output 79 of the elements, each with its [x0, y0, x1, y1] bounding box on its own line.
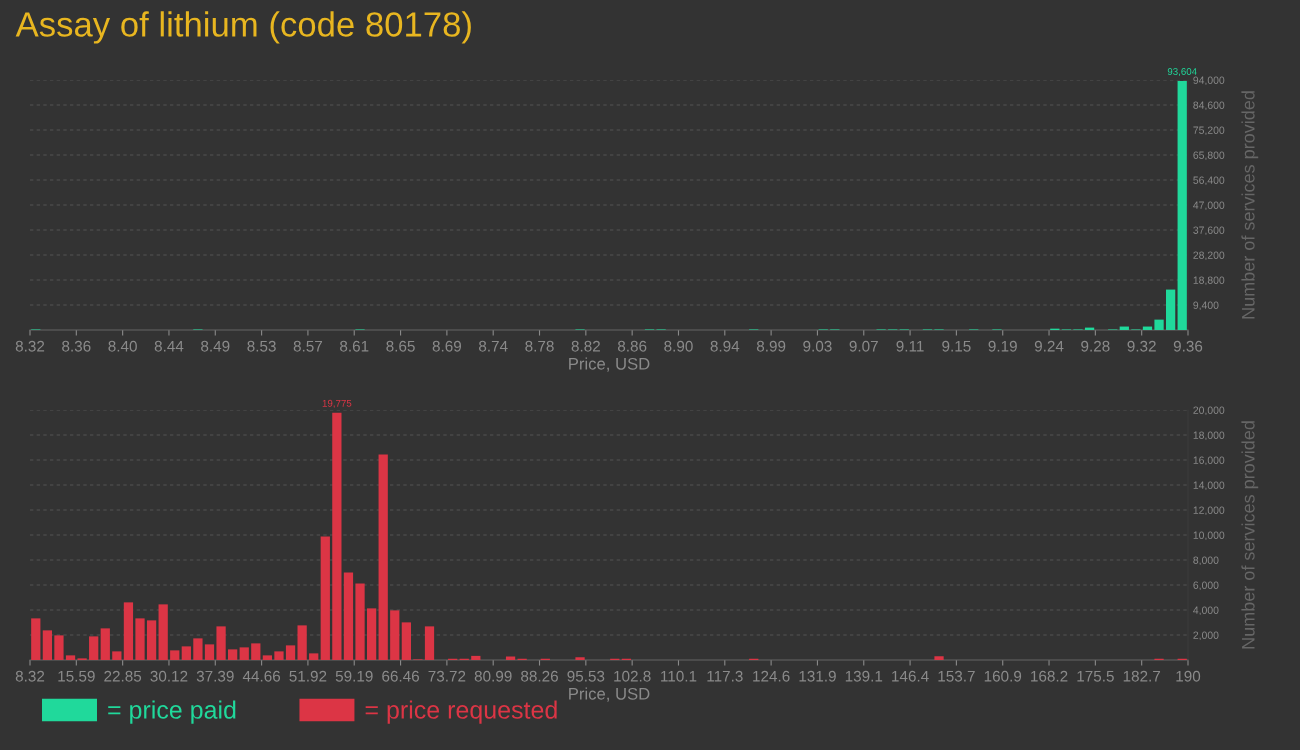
x-tick-label: 22.85 [104, 670, 142, 682]
x-tick-label: 168.2 [1031, 670, 1068, 682]
x-tick-label: 9.15 [942, 340, 971, 352]
x-tick-label: 8.90 [664, 340, 693, 352]
x-tick-label: 8.49 [201, 340, 230, 352]
y-tick-label: 75,200 [1193, 126, 1225, 136]
y-tick-label: 65,800 [1193, 151, 1225, 161]
x-tick-label: 15.59 [58, 670, 95, 682]
x-tick-label: 8.82 [571, 340, 600, 352]
y-tick-label: 4,000 [1193, 606, 1219, 616]
x-tick-label: 8.94 [710, 340, 740, 352]
x-tick-label: 30.12 [150, 670, 188, 682]
x-tick-label: 110.1 [661, 670, 697, 682]
x-axis-title: Price, USD [569, 687, 650, 702]
y-tick-label: 56,400 [1193, 176, 1225, 186]
x-tick-label: 8.65 [386, 340, 415, 352]
x-tick-label: 95.53 [567, 670, 605, 682]
x-tick-label: 8.69 [432, 340, 462, 352]
y-tick-label: 18,800 [1193, 276, 1225, 286]
x-tick-label: 66.46 [382, 670, 420, 682]
y-tick-label: 6,000 [1193, 581, 1219, 591]
y-tick-label: 28,200 [1193, 251, 1225, 261]
x-tick-label: 182.7 [1123, 670, 1161, 682]
x-tick-label: 9.32 [1127, 340, 1156, 352]
x-tick-label: 8.78 [525, 340, 554, 352]
x-tick-label: 8.40 [108, 340, 137, 352]
data-label: 19,775 [322, 399, 352, 408]
x-tick-label: 73.72 [428, 670, 466, 682]
x-tick-label: 9.36 [1173, 340, 1203, 352]
x-tick-label: 8.32 [15, 670, 45, 682]
x-tick-label: 175.5 [1077, 670, 1114, 682]
x-tick-label: 153.7 [938, 670, 975, 682]
x-tick-label: 124.6 [753, 670, 790, 682]
x-tick-label: 8.53 [247, 340, 276, 352]
x-tick-label: 190 [1176, 670, 1201, 682]
x-tick-label: 8.57 [293, 340, 323, 352]
x-tick-label: 102.8 [614, 670, 651, 682]
x-tick-label: 51.92 [289, 670, 327, 682]
x-tick-label: 146.4 [892, 670, 929, 682]
y-tick-label: 94,000 [1193, 76, 1225, 86]
x-tick-label: 9.11 [896, 340, 924, 352]
x-tick-label: 9.07 [849, 340, 878, 352]
y-tick-label: 9,400 [1193, 301, 1219, 311]
x-tick-label: 8.86 [617, 340, 647, 352]
x-tick-label: 8.99 [756, 340, 786, 352]
x-tick-label: 37.39 [196, 670, 234, 682]
x-tick-label: 9.03 [803, 340, 832, 352]
y-tick-label: 47,000 [1193, 201, 1225, 211]
x-tick-label: 88.26 [521, 670, 558, 682]
y-tick-label: 18,000 [1193, 431, 1225, 441]
y-tick-label: 10,000 [1193, 531, 1225, 541]
x-tick-label: 8.44 [154, 340, 184, 352]
x-tick-label: 59.19 [335, 670, 373, 682]
x-tick-label: 139.1 [845, 670, 883, 682]
y-tick-label: 14,000 [1193, 481, 1225, 491]
y-tick-label: 37,600 [1193, 226, 1225, 236]
x-tick-label: 9.28 [1081, 340, 1110, 352]
x-tick-label: 9.24 [1034, 340, 1064, 352]
x-tick-label: 8.61 [340, 340, 369, 352]
legend-label: = price paid [108, 700, 236, 724]
y-tick-label: 20,000 [1193, 406, 1225, 416]
x-tick-label: 9.19 [988, 340, 1017, 352]
x-tick-label: 8.32 [15, 340, 45, 352]
y-tick-label: 84,600 [1193, 101, 1225, 111]
x-tick-label: 44.66 [242, 670, 281, 682]
y-tick-label: 2,000 [1193, 631, 1219, 641]
x-tick-label: 80.99 [474, 670, 512, 682]
y-tick-label: 8,000 [1193, 556, 1219, 566]
x-tick-label: 117.3 [707, 670, 743, 682]
x-tick-label: 160.9 [984, 670, 1022, 682]
x-axis-title: Price, USD [569, 357, 650, 372]
x-tick-label: 131.9 [799, 670, 836, 682]
x-tick-label: 8.74 [479, 340, 508, 352]
legend-label: = price requested [365, 700, 557, 724]
x-tick-label: 8.36 [62, 340, 91, 352]
y-tick-label: 12,000 [1193, 506, 1225, 516]
y-tick-label: 16,000 [1193, 456, 1225, 466]
data-label: 93,604 [1167, 68, 1197, 77]
chart-title: Assay of lithium (code 80178) [15, 11, 471, 44]
